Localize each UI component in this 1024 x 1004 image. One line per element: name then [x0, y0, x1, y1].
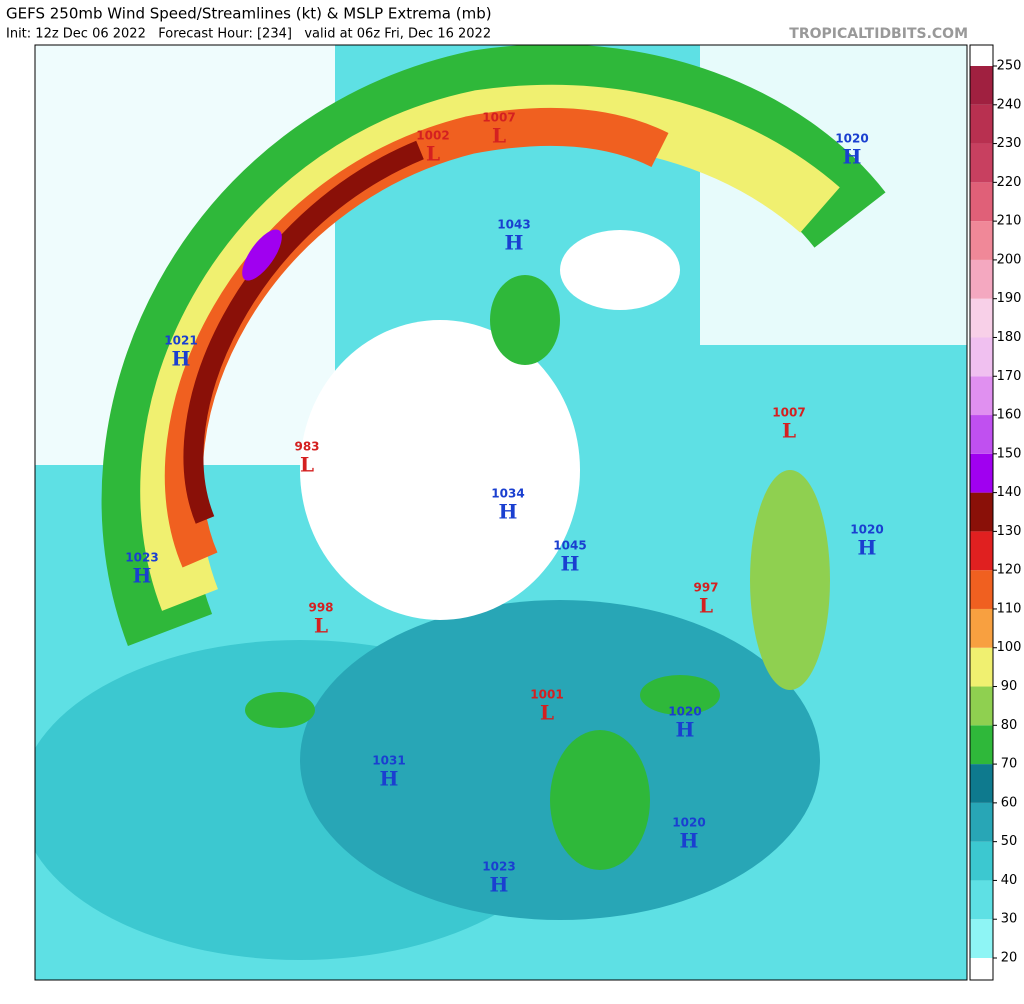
colorbar-band [970, 66, 993, 105]
colorbar-band [970, 182, 993, 222]
pressure-letter: L [314, 614, 328, 638]
subtitle: Init: 12z Dec 06 2022 Forecast Hour: [23… [6, 27, 491, 42]
pressure-value: 1023 [482, 860, 515, 874]
colorbar-band [970, 647, 993, 687]
pressure-letter: H [172, 347, 191, 371]
pressure-value: 1007 [482, 111, 515, 125]
colorbar-label: 130 [997, 524, 1022, 539]
colorbar-band [970, 608, 993, 648]
pressure-value: 1023 [125, 551, 158, 565]
colorbar-label: 90 [1001, 679, 1018, 694]
pressure-letter: H [843, 145, 862, 169]
pressure-letter: L [782, 419, 796, 443]
pressure-letter: L [426, 142, 440, 166]
colorbar-band [970, 453, 993, 493]
colorbar-label: 250 [997, 59, 1022, 74]
colorbar-band [970, 298, 993, 338]
colorbar-label: 190 [997, 291, 1022, 306]
colorbar-label: 100 [997, 640, 1022, 655]
colorbar-band [970, 841, 993, 881]
pressure-value: 1034 [491, 487, 524, 501]
colorbar-label: 110 [997, 601, 1022, 616]
colorbar-band [970, 492, 993, 532]
colorbar-frame [969, 44, 994, 981]
colorbar-band [970, 764, 993, 803]
pressure-letter: H [490, 873, 509, 897]
pressure-letter: L [492, 124, 506, 148]
colorbar-band [970, 376, 993, 416]
site-name: TROPICALTIDBITS.COM [789, 26, 968, 42]
colorbar-band [970, 802, 993, 842]
pressure-value: 997 [693, 581, 718, 595]
colorbar-label: 20 [1001, 951, 1018, 966]
pressure-letter: L [699, 594, 713, 618]
colorbar-band [970, 570, 993, 609]
pressure-letter: H [680, 829, 699, 853]
colorbar-label: 30 [1001, 912, 1018, 927]
pressure-letter: H [133, 564, 152, 588]
colorbar-label: 70 [1001, 757, 1018, 772]
colorbar-label: 200 [997, 252, 1022, 267]
colorbar-label: 150 [997, 446, 1022, 461]
colorbar-label: 220 [997, 175, 1022, 190]
colorbar-label: 160 [997, 408, 1022, 423]
colorbar-label: 120 [997, 563, 1022, 578]
colorbar-band [970, 725, 993, 765]
colorbar-label: 50 [1001, 834, 1018, 849]
colorbar-label: 210 [997, 214, 1022, 229]
colorbar-label: 60 [1001, 795, 1018, 810]
title: GEFS 250mb Wind Speed/Streamlines (kt) &… [6, 5, 492, 23]
map [34, 44, 968, 981]
colorbar-label: 140 [997, 485, 1022, 500]
pressure-letter: L [540, 701, 554, 725]
pressure-value: 1001 [530, 688, 563, 702]
pressure-letter: H [499, 500, 518, 524]
pressure-value: 1020 [672, 816, 705, 830]
pressure-letter: L [300, 453, 314, 477]
colorbar-label: 170 [997, 369, 1022, 384]
pressure-value: 1020 [835, 132, 868, 146]
colorbar-band [970, 259, 993, 299]
pressure-value: 998 [308, 601, 333, 615]
pressure-value: 1020 [850, 523, 883, 537]
pressure-value: 1020 [668, 705, 701, 719]
colorbar-label: 230 [997, 136, 1022, 151]
pressure-value: 1002 [416, 129, 449, 143]
colorbar-label: 240 [997, 97, 1022, 112]
colorbar-band [970, 531, 993, 571]
colorbar-label: 80 [1001, 718, 1018, 733]
colorbar: 20 30 40 50 60 70 80 90 100 110 120 130 140 150 160 170… [969, 44, 1022, 981]
colorbar-band [970, 337, 993, 377]
colorbar-band [970, 143, 993, 183]
pressure-letter: H [505, 231, 524, 255]
pressure-value: 1043 [497, 218, 530, 232]
colorbar-band [970, 880, 993, 920]
pressure-letter: H [858, 536, 877, 560]
colorbar-band [970, 919, 993, 958]
colorbar-label: 180 [997, 330, 1022, 345]
colorbar-band [970, 104, 993, 144]
colorbar-band [970, 415, 993, 454]
pressure-value: 1045 [553, 539, 586, 553]
colorbar-band [970, 958, 993, 980]
colorbar-label: 40 [1001, 873, 1018, 888]
pressure-value: 1031 [372, 754, 405, 768]
colorbar-band [970, 221, 993, 260]
pressure-letter: H [676, 718, 695, 742]
pressure-value: 983 [294, 440, 319, 454]
pressure-value: 1007 [772, 406, 805, 420]
pressure-letter: H [561, 552, 580, 576]
pressure-letter: H [380, 767, 399, 791]
colorbar-band [970, 686, 993, 726]
pressure-value: 1021 [164, 334, 197, 348]
